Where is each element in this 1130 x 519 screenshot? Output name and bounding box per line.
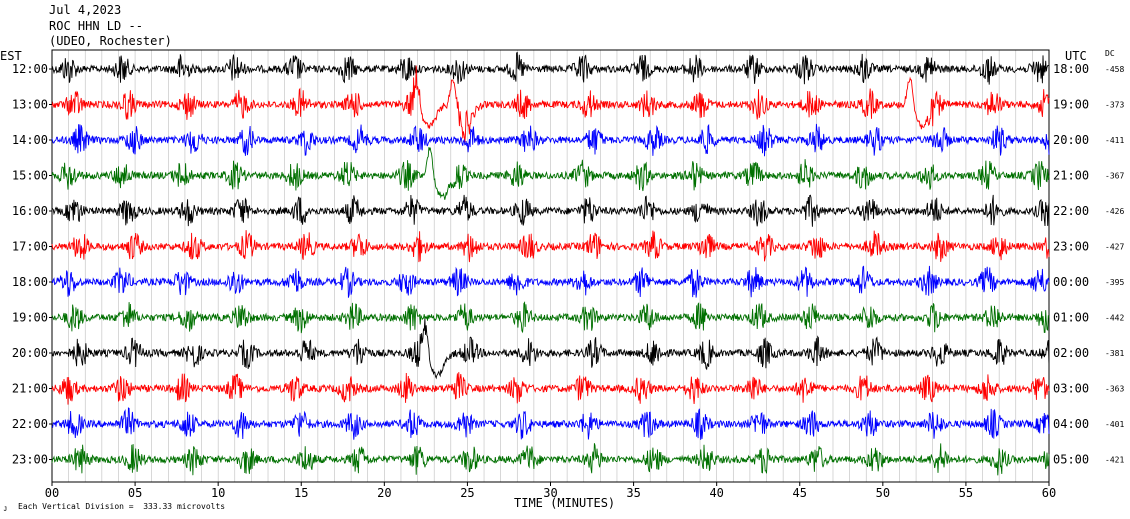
scale-note: Each Vertical Division = 333.33 microvol… bbox=[18, 502, 226, 511]
row-local-time-label: 15:00 bbox=[12, 169, 48, 183]
x-tick-label: 25 bbox=[460, 486, 474, 500]
row-dc-offset-label: -395 bbox=[1105, 278, 1124, 287]
x-tick-label: 20 bbox=[377, 486, 391, 500]
row-utc-time-label: 23:00 bbox=[1053, 240, 1089, 254]
row-utc-time-label: 00:00 bbox=[1053, 275, 1089, 289]
left-timezone-label: EST bbox=[0, 49, 22, 63]
x-tick-label: 55 bbox=[959, 486, 973, 500]
row-local-time-label: 13:00 bbox=[12, 98, 48, 112]
seismic-trace bbox=[51, 230, 1050, 263]
row-dc-offset-label: -363 bbox=[1105, 385, 1124, 394]
x-tick-label: 35 bbox=[626, 486, 640, 500]
row-utc-time-label: 02:00 bbox=[1053, 346, 1089, 360]
x-tick-label: 05 bbox=[128, 486, 142, 500]
seismic-trace bbox=[51, 372, 1050, 405]
row-local-time-label: 14:00 bbox=[12, 133, 48, 147]
row-utc-time-label: 05:00 bbox=[1053, 453, 1089, 467]
seismic-trace bbox=[51, 123, 1050, 157]
row-local-time-label: 19:00 bbox=[12, 311, 48, 325]
seismic-trace bbox=[51, 407, 1050, 440]
x-tick-label: 00 bbox=[45, 486, 59, 500]
seismic-trace bbox=[51, 301, 1050, 334]
row-local-time-label: 16:00 bbox=[12, 204, 48, 218]
row-local-time-label: 18:00 bbox=[12, 275, 48, 289]
x-tick-label: 30 bbox=[543, 486, 557, 500]
row-dc-offset-label: -442 bbox=[1105, 314, 1124, 323]
offset-header-label: DC bbox=[1105, 49, 1115, 58]
row-local-time-label: 23:00 bbox=[12, 453, 48, 467]
x-tick-label: 50 bbox=[876, 486, 890, 500]
row-dc-offset-label: -373 bbox=[1105, 101, 1124, 110]
row-utc-time-label: 18:00 bbox=[1053, 62, 1089, 76]
seismic-trace bbox=[51, 265, 1050, 298]
seismic-trace bbox=[51, 318, 1050, 380]
seismic-trace bbox=[51, 147, 1050, 200]
corner-mark: ᴊ bbox=[3, 504, 8, 513]
row-local-time-label: 21:00 bbox=[12, 382, 48, 396]
row-dc-offset-label: -367 bbox=[1105, 172, 1124, 181]
x-tick-label: 40 bbox=[709, 486, 723, 500]
row-dc-offset-label: -421 bbox=[1105, 456, 1124, 465]
row-utc-time-label: 03:00 bbox=[1053, 382, 1089, 396]
row-local-time-label: 22:00 bbox=[12, 417, 48, 431]
station-code: ROC HHN LD -- bbox=[49, 19, 143, 33]
row-dc-offset-label: -426 bbox=[1105, 207, 1124, 216]
row-dc-offset-label: -381 bbox=[1105, 349, 1124, 358]
row-dc-offset-label: -411 bbox=[1105, 136, 1124, 145]
row-local-time-label: 20:00 bbox=[12, 346, 48, 360]
station-date: Jul 4,2023 bbox=[49, 3, 122, 17]
x-axis-label: TIME (MINUTES) bbox=[514, 496, 616, 510]
x-tick-label: 60 bbox=[1042, 486, 1056, 500]
row-dc-offset-label: -458 bbox=[1105, 65, 1124, 74]
seismic-trace bbox=[51, 194, 1050, 227]
station-location: (UDEO, Rochester) bbox=[49, 34, 172, 48]
row-local-time-label: 17:00 bbox=[12, 240, 48, 254]
row-dc-offset-label: -401 bbox=[1105, 420, 1124, 429]
row-utc-time-label: 19:00 bbox=[1053, 98, 1089, 112]
row-local-time-label: 12:00 bbox=[12, 62, 48, 76]
x-tick-label: 15 bbox=[294, 486, 308, 500]
seismic-trace bbox=[51, 51, 1050, 85]
row-utc-time-label: 04:00 bbox=[1053, 417, 1089, 431]
x-tick-label: 10 bbox=[211, 486, 225, 500]
row-utc-time-label: 20:00 bbox=[1053, 133, 1089, 147]
x-tick-label: 45 bbox=[793, 486, 807, 500]
row-dc-offset-label: -427 bbox=[1105, 243, 1124, 252]
right-timezone-label: UTC bbox=[1065, 49, 1087, 63]
seismic-trace bbox=[51, 443, 1050, 476]
row-utc-time-label: 22:00 bbox=[1053, 204, 1089, 218]
row-utc-time-label: 01:00 bbox=[1053, 311, 1089, 325]
row-utc-time-label: 21:00 bbox=[1053, 169, 1089, 183]
seismic-trace bbox=[51, 65, 1050, 143]
